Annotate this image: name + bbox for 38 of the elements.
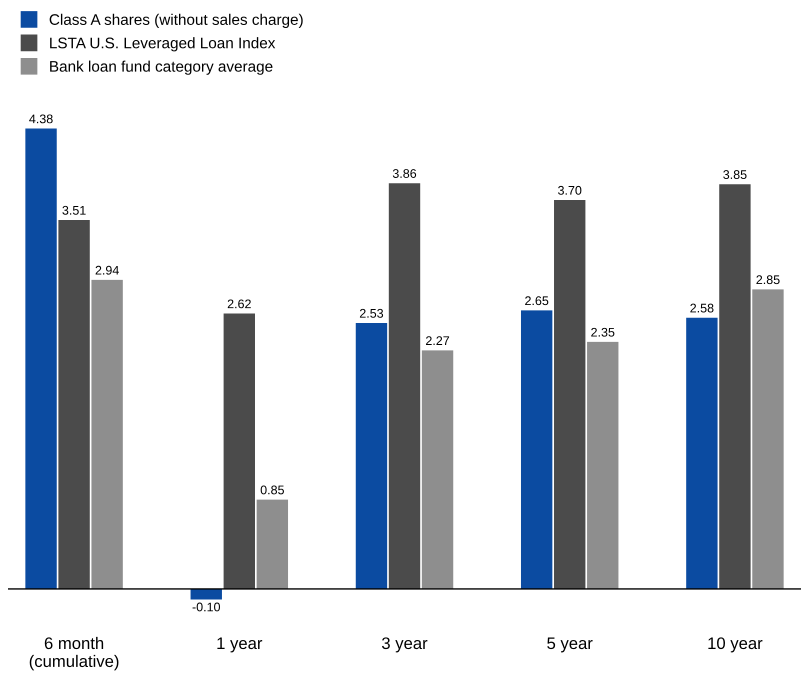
data-label: 4.38	[29, 114, 53, 124]
legend-label: Bank loan fund category average	[50, 60, 272, 75]
legend-label: LSTA U.S. Leveraged Loan Index	[50, 37, 276, 52]
bar	[190, 588, 222, 600]
bar	[91, 280, 123, 589]
bar	[554, 200, 586, 589]
bar	[752, 289, 784, 589]
bar	[25, 128, 57, 589]
data-label: 0.85	[260, 485, 284, 494]
data-label: 2.35	[591, 328, 614, 337]
data-label: 2.62	[228, 299, 251, 308]
bar	[422, 350, 454, 589]
data-label: 2.53	[360, 308, 384, 318]
x-tick-label: 10 year	[708, 637, 762, 652]
data-label: 2.85	[756, 275, 780, 284]
data-label: 3.51	[62, 206, 86, 215]
x-tick-label: 1 year	[217, 638, 262, 652]
legend-label: Class A shares (without sales charge)	[50, 14, 303, 28]
bar	[388, 183, 420, 589]
bar	[356, 323, 388, 589]
data-label: 2.58	[690, 304, 714, 312]
bar	[520, 310, 552, 589]
data-label: 2.27	[426, 336, 450, 345]
bar	[719, 184, 751, 589]
data-label: 3.85	[723, 170, 747, 180]
data-label: -0.10	[192, 602, 220, 612]
data-label: 3.70	[558, 186, 582, 195]
data-label: 3.86	[392, 169, 416, 178]
data-label: 2.65	[525, 296, 548, 306]
x-tick-label: 5 year	[547, 638, 593, 652]
bar	[587, 342, 618, 589]
bar	[58, 220, 90, 589]
x-tick-label: 6 month (cumulative)	[30, 636, 118, 670]
data-label: 2.94	[96, 266, 119, 275]
bar	[256, 500, 288, 589]
bar	[686, 318, 718, 589]
bar	[224, 314, 255, 589]
x-tick-label: 3 year	[382, 637, 428, 652]
